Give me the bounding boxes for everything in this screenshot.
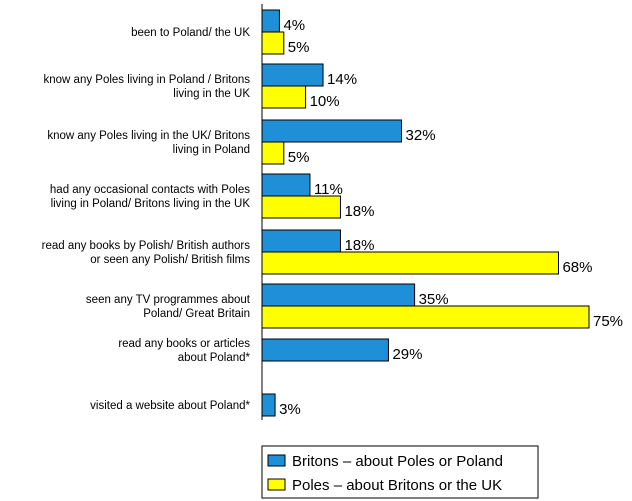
data-label: 11% [314, 181, 343, 198]
category-label-line: about Poland* [178, 352, 251, 364]
category-label-line: read any books or articles [118, 338, 250, 350]
category-label-line: or seen any Polish/ British films [90, 254, 250, 266]
category-label-line: Poland/ Great Britain [143, 308, 250, 320]
category-label-line: been to Poland/ the UK [131, 27, 250, 39]
category-label-line: had any occasional contacts with Poles [50, 184, 250, 196]
category-label: seen any TV programmes about Poland/ Grea… [86, 294, 251, 320]
category-label: read any books by Polish/ British author… [42, 240, 251, 266]
category-label-line: know any Poles living in Poland / Briton… [44, 74, 251, 86]
bar-britons [261, 119, 403, 143]
category-label: know any Poles living in the UK/ Britons… [47, 130, 250, 156]
category-label-line: living in Poland [173, 144, 250, 156]
category-label-line: living in the UK [173, 88, 250, 100]
bar-poles [261, 251, 559, 275]
legend-label: Poles – about Britons or the UK [292, 477, 502, 494]
data-label: 18% [344, 237, 374, 254]
data-label: 14% [327, 71, 357, 88]
bar-poles [261, 141, 285, 165]
category-label-line: living in Poland/ Britons living in the … [51, 198, 251, 210]
bar-britons [261, 63, 324, 87]
data-label: 32% [406, 127, 436, 144]
category-label-line: visited a website about Poland* [90, 400, 250, 412]
bar-poles [261, 85, 307, 109]
data-label: 75% [593, 313, 623, 330]
category-label: had any occasional contacts with Poles li… [50, 184, 250, 210]
bar-britons [261, 173, 311, 197]
category-label: know any Poles living in Poland / Briton… [44, 74, 251, 100]
bar-britons [261, 338, 389, 362]
legend-swatch [267, 478, 286, 491]
data-label: 18% [344, 203, 374, 220]
data-label: 10% [310, 93, 340, 110]
bar-britons [261, 229, 341, 253]
category-label-line: read any books by Polish/ British author… [42, 240, 251, 252]
bar-britons [261, 9, 280, 33]
legend-label: Britons – about Poles or Poland [292, 453, 503, 470]
bar-poles [261, 31, 285, 55]
data-label: 68% [562, 259, 592, 276]
legend-swatch [267, 454, 286, 467]
category-label-line: seen any TV programmes about [86, 294, 251, 306]
bar-poles [261, 195, 341, 219]
legend-box [261, 445, 539, 499]
data-label: 35% [419, 291, 449, 308]
category-label: read any books or articles about Poland* [118, 338, 250, 364]
data-label: 4% [283, 17, 305, 34]
bar-poles [261, 305, 590, 329]
category-label-line: know any Poles living in the UK/ Britons [47, 130, 250, 142]
data-label: 5% [288, 39, 310, 56]
category-label: visited a website about Poland* [90, 400, 250, 412]
bar-britons [261, 393, 276, 417]
data-label: 3% [279, 401, 301, 418]
category-label: been to Poland/ the UK [131, 27, 250, 39]
data-label: 29% [392, 346, 422, 363]
bar-britons [261, 283, 416, 307]
data-label: 5% [288, 149, 310, 166]
